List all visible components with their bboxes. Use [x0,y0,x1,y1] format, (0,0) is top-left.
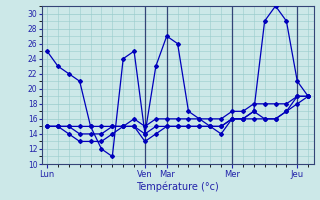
X-axis label: Température (°c): Température (°c) [136,181,219,192]
